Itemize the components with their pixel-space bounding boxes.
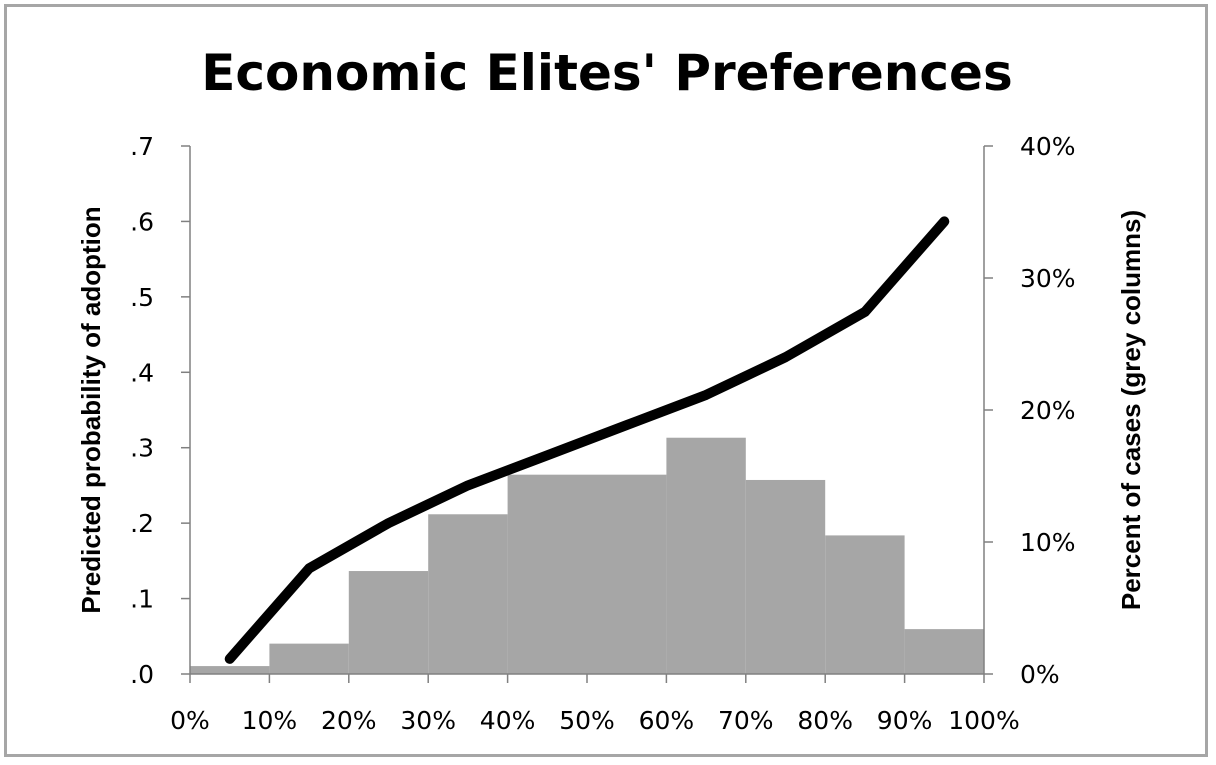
y-tick-label: .4 [130, 358, 154, 387]
x-tick-label: 80% [797, 706, 853, 735]
chart-title: Economic Elites' Preferences [201, 44, 1012, 102]
x-tick-label: 30% [400, 706, 456, 735]
bar-3 [428, 514, 508, 674]
y-tick-label: .7 [130, 132, 154, 161]
y-tick-label: .5 [130, 283, 154, 312]
bar-8 [825, 535, 905, 674]
y2-tick-label: 0% [1020, 660, 1060, 689]
ticks-group [181, 145, 993, 683]
bar-4 [507, 474, 587, 674]
y2-tick-label: 20% [1020, 396, 1076, 425]
y2-tick-label: 10% [1020, 528, 1076, 557]
y-tick-label: .3 [130, 434, 154, 463]
y2-tick-label: 40% [1020, 132, 1076, 161]
y-axis-title: Predicted probability of adoption [76, 206, 106, 613]
y2-axis-title: Percent of cases (grey columns) [1116, 210, 1146, 610]
y-tick-label: .2 [130, 509, 154, 538]
x-tick-label: 10% [242, 706, 298, 735]
x-tick-label: 40% [480, 706, 536, 735]
bar-1 [269, 643, 349, 674]
bars-group [190, 437, 984, 674]
bar-2 [348, 571, 429, 674]
x-tick-label: 60% [639, 706, 695, 735]
y-tick-label: .1 [130, 585, 154, 614]
x-tick-label: 20% [321, 706, 377, 735]
x-tick-label: 70% [718, 706, 774, 735]
probability-line [224, 216, 950, 664]
bar-0 [190, 666, 270, 674]
bar-6 [666, 437, 746, 674]
x-tick-label: 100% [948, 706, 1019, 735]
x-tick-label: 90% [877, 706, 933, 735]
tick-labels-group: .0 .1 .2 .3 .4 .5 .6 .7 0% 10% 20% 30% 40% 0% 10% 20% 30… [130, 132, 1075, 735]
y-tick-label: .0 [130, 660, 154, 689]
y-tick-label: .6 [130, 207, 154, 236]
x-tick-label: 50% [559, 706, 615, 735]
y2-tick-label: 30% [1020, 264, 1076, 293]
x-tick-label: 0% [170, 706, 210, 735]
bar-7 [745, 479, 826, 674]
bar-9 [904, 629, 984, 674]
bar-5 [587, 474, 667, 674]
